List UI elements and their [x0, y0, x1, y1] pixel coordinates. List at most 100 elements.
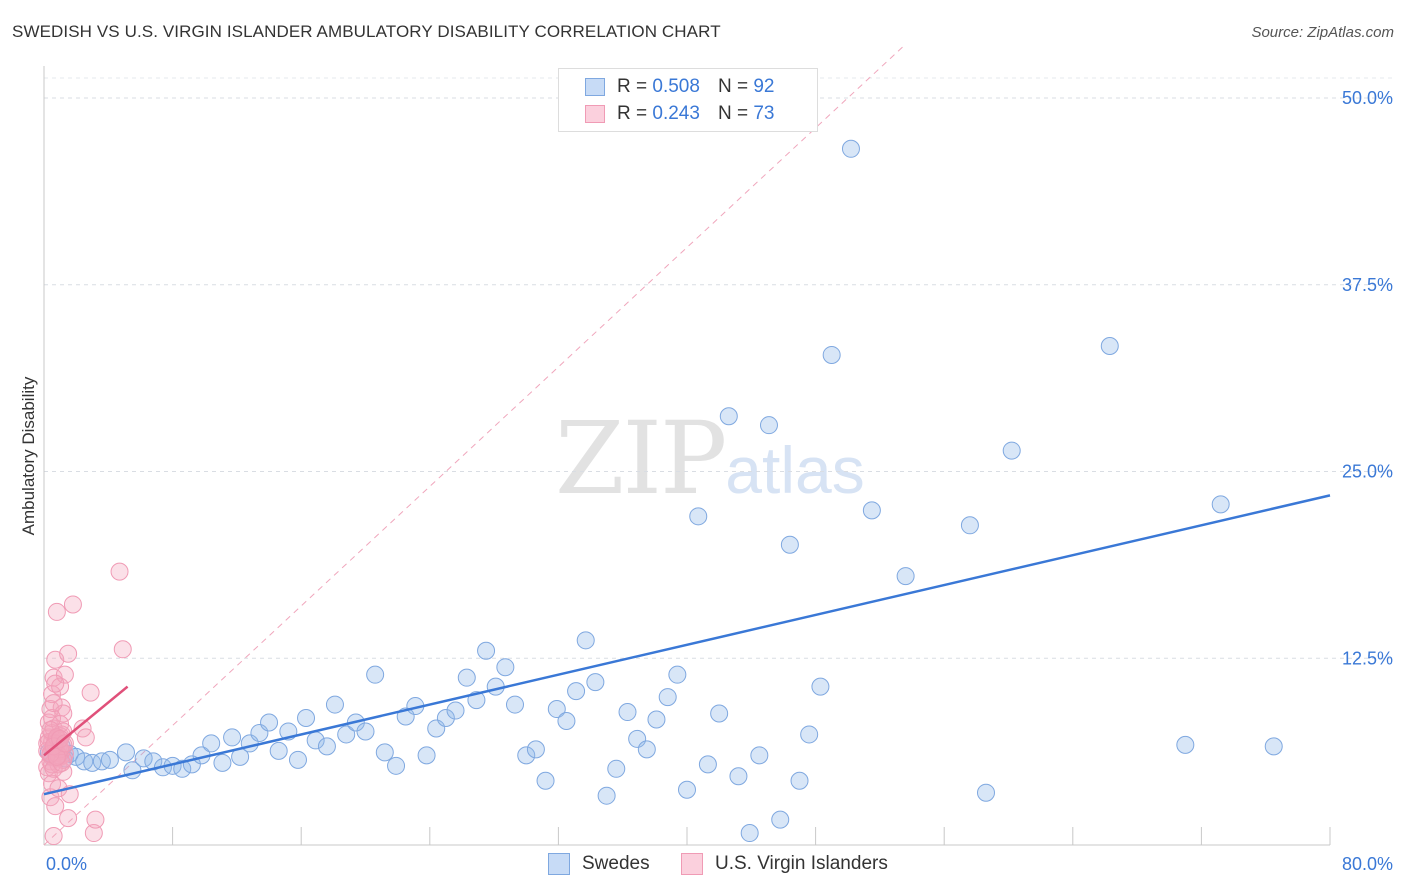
y-tick-label-0: 12.5%	[1342, 648, 1393, 668]
point-virgin-islanders-32	[63, 595, 82, 614]
point-swedes-30	[288, 750, 307, 769]
point-swedes-33	[317, 737, 336, 756]
point-swedes-91	[1176, 735, 1195, 754]
point-virgin-islanders-38	[59, 809, 78, 828]
point-swedes-86	[896, 567, 915, 586]
point-swedes-92	[1211, 495, 1230, 514]
point-virgin-islanders-46	[84, 824, 103, 843]
point-swedes-39	[375, 743, 394, 762]
point-swedes-61	[597, 786, 616, 805]
point-swedes-49	[477, 641, 496, 660]
point-swedes-67	[658, 688, 677, 707]
legend-swatch-virgin-islanders	[585, 105, 605, 123]
point-swedes-14	[134, 749, 153, 768]
point-swedes-45	[436, 709, 455, 728]
legend-r-value-swedes: 0.508	[652, 76, 700, 97]
watermark: ZIPatlas	[555, 400, 865, 517]
point-swedes-46	[446, 701, 465, 720]
point-swedes-27	[260, 713, 279, 732]
point-swedes-90	[1100, 337, 1119, 356]
bottom-legend-swatch-virgin-islanders	[681, 853, 703, 875]
point-swedes-70	[689, 507, 708, 526]
point-swedes-60	[586, 673, 605, 692]
point-swedes-71	[698, 755, 717, 774]
point-swedes-87	[960, 516, 979, 535]
legend-row-swedes: R = 0.508 N = 92	[585, 75, 774, 99]
point-virgin-islanders-49	[113, 640, 132, 659]
point-virgin-islanders-31	[59, 644, 78, 663]
point-swedes-47	[457, 668, 476, 687]
point-swedes-88	[976, 783, 995, 802]
y-tick-label-2: 37.5%	[1342, 275, 1393, 295]
point-swedes-51	[496, 658, 515, 677]
point-swedes-85	[862, 501, 881, 520]
point-swedes-52	[505, 695, 524, 714]
point-swedes-80	[790, 771, 809, 790]
point-swedes-21	[202, 734, 221, 753]
point-swedes-83	[822, 345, 841, 364]
watermark-zip: ZIP	[555, 400, 727, 517]
point-swedes-40	[387, 756, 406, 775]
point-virgin-islanders-52	[46, 674, 65, 693]
point-swedes-63	[618, 703, 637, 722]
legend-r-value-virgin-islanders: 0.243	[652, 103, 700, 124]
source-label: Source: ZipAtlas.com	[1251, 24, 1394, 41]
legend-r-label: R =	[617, 76, 648, 97]
point-swedes-73	[719, 407, 738, 426]
point-swedes-66	[647, 710, 666, 729]
point-swedes-89	[1002, 441, 1021, 460]
point-swedes-9	[83, 753, 102, 772]
point-swedes-56	[547, 700, 566, 719]
bottom-legend-swedes: Swedes	[548, 852, 650, 876]
point-swedes-18	[173, 759, 192, 778]
watermark-atlas: atlas	[725, 433, 865, 507]
point-virgin-islanders-47	[86, 810, 105, 829]
point-swedes-53	[517, 746, 536, 765]
point-swedes-78	[771, 810, 790, 829]
point-virgin-islanders-30	[55, 665, 74, 684]
legend-row-virgin-islanders: R = 0.243 N = 73	[585, 102, 774, 126]
point-virgin-islanders-51	[44, 694, 63, 713]
y-tick-label-1: 25.0%	[1342, 462, 1393, 482]
legend: R = 0.508 N = 92 R = 0.243 N = 73	[558, 68, 818, 132]
point-swedes-82	[811, 677, 830, 696]
point-virgin-islanders-44	[76, 728, 95, 747]
point-swedes-28	[269, 741, 288, 760]
legend-n-label: N =	[717, 76, 749, 97]
legend-n-value-swedes: 92	[753, 76, 775, 97]
point-virgin-islanders-24	[44, 668, 63, 687]
bottom-legend-virgin-islanders: U.S. Virgin Islanders	[681, 852, 888, 876]
point-virgin-islanders-72	[55, 734, 74, 753]
point-virgin-islanders-40	[44, 827, 63, 846]
point-swedes-79	[780, 535, 799, 554]
point-swedes-62	[607, 759, 626, 778]
reference-line	[43, 45, 905, 846]
point-virgin-islanders-26	[47, 602, 66, 621]
point-virgin-islanders-45	[81, 683, 100, 702]
bottom-legend-swatch-swedes	[548, 853, 570, 875]
point-swedes-76	[750, 746, 769, 765]
point-swedes-81	[800, 725, 819, 744]
y-tick-label-3: 50.0%	[1342, 88, 1393, 108]
point-virgin-islanders-48	[110, 562, 129, 581]
point-swedes-68	[668, 665, 687, 684]
point-swedes-37	[356, 722, 375, 741]
point-virgin-islanders-27	[51, 677, 70, 696]
x-tick-label-1: 80.0%	[1342, 854, 1393, 874]
bottom-legend-label-virgin-islanders: U.S. Virgin Islanders	[715, 853, 888, 874]
point-swedes-35	[337, 725, 356, 744]
x-tick-label-0: 0.0%	[46, 854, 87, 874]
point-swedes-74	[729, 767, 748, 786]
point-swedes-58	[567, 682, 586, 701]
point-virgin-islanders-70	[47, 747, 66, 766]
legend-n-label: N =	[717, 103, 749, 124]
point-swedes-65	[637, 740, 656, 759]
point-swedes-93	[1264, 737, 1283, 756]
point-swedes-72	[710, 704, 729, 723]
point-swedes-34	[325, 695, 344, 714]
point-swedes-55	[536, 771, 555, 790]
trend-line-virgin-islanders	[43, 685, 129, 757]
point-virgin-islanders-35	[46, 797, 65, 816]
point-swedes-31	[297, 709, 316, 728]
